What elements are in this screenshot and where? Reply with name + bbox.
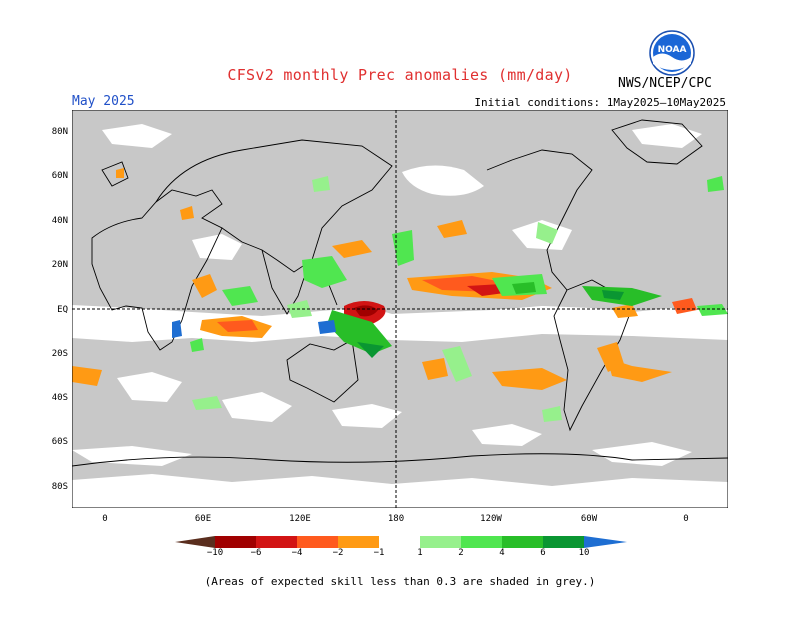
coastlines [72, 119, 728, 467]
lat-label: 20S [51, 349, 68, 359]
lon-label: 60W [580, 514, 598, 524]
skill-footnote: (Areas of expected skill less than 0.3 a… [204, 575, 596, 588]
legend-label: 2 [458, 548, 464, 558]
forecast-month: May 2025 [72, 94, 135, 109]
legend-label: 1 [417, 548, 423, 558]
legend-label: −4 [291, 548, 303, 558]
legend-label: 10 [578, 548, 590, 558]
legend-swatch-neutral [379, 536, 420, 548]
legend-swatch-dry [256, 536, 297, 548]
lat-label: 80N [51, 127, 68, 137]
legend-label: 6 [540, 548, 546, 558]
lon-label: 120E [289, 514, 311, 524]
legend-label: −6 [250, 548, 262, 558]
noaa-logo: NOAA [649, 30, 695, 76]
legend-swatch-dry [338, 536, 379, 548]
logo-text: NOAA [658, 45, 687, 55]
legend-swatch-wet [420, 536, 461, 548]
legend-swatch-wet-extreme [584, 536, 627, 548]
lat-label: 40N [51, 216, 68, 226]
lon-label: 120W [480, 514, 502, 524]
legend-label: −2 [332, 548, 344, 558]
lon-label: 0 [683, 514, 689, 524]
lat-label: 60S [51, 437, 68, 447]
legend-swatch-wet [461, 536, 502, 548]
lat-label: 80S [51, 482, 68, 492]
color-scale-bar [175, 536, 627, 548]
legend-swatch-dry [297, 536, 338, 548]
legend-swatch-wet [543, 536, 584, 548]
lat-label: 20N [51, 260, 68, 270]
wet-anomalies [172, 176, 728, 422]
legend-label: −10 [206, 548, 224, 558]
legend-swatch-wet [502, 536, 543, 548]
lon-label: 180 [387, 514, 405, 524]
lat-label: 60N [51, 171, 68, 181]
legend-label: −1 [373, 548, 385, 558]
legend-label: 4 [499, 548, 505, 558]
lat-label: EQ [57, 305, 68, 315]
lat-label: 40S [51, 393, 68, 403]
agency-label: NWS/NCEP/CPC [618, 76, 712, 91]
precip-anomaly-map [72, 110, 728, 508]
legend-swatch-dry [215, 536, 256, 548]
lon-label: 60E [194, 514, 212, 524]
map-title: CFSv2 monthly Prec anomalies (mm/day) [227, 66, 573, 84]
legend-swatch-dry-extreme [175, 536, 215, 548]
lon-label: 0 [102, 514, 108, 524]
initial-conditions: Initial conditions: 1May2025–10May2025 [474, 96, 726, 109]
